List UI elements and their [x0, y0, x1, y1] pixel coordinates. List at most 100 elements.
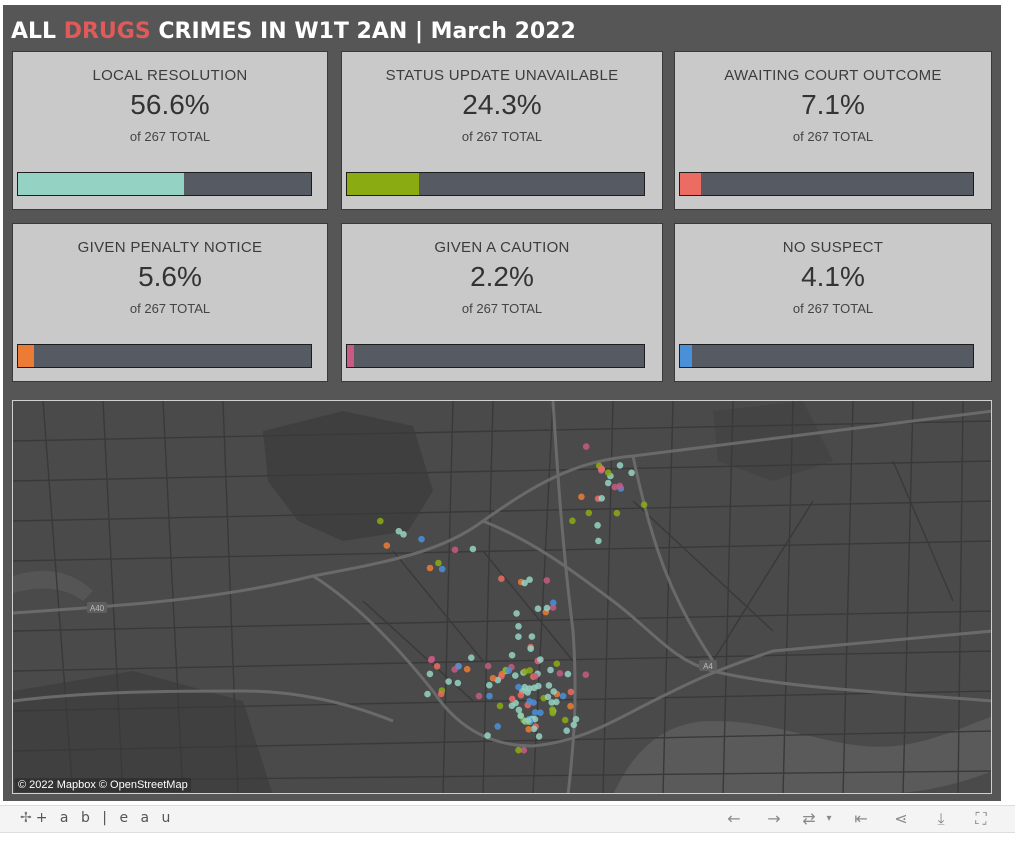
- crime-point[interactable]: [537, 709, 544, 716]
- crime-point[interactable]: [484, 662, 492, 670]
- crime-point[interactable]: [520, 746, 528, 754]
- crime-point[interactable]: [526, 667, 534, 674]
- crime-point[interactable]: [595, 537, 602, 545]
- share-icon[interactable]: ⋖: [894, 809, 908, 828]
- crime-point[interactable]: [605, 469, 612, 476]
- download-icon[interactable]: ⤓: [937, 809, 945, 828]
- crime-point[interactable]: [628, 469, 635, 477]
- crime-point[interactable]: [433, 663, 441, 670]
- crime-point[interactable]: [578, 493, 585, 501]
- crime-point[interactable]: [475, 692, 483, 700]
- crime-point[interactable]: [395, 527, 403, 535]
- reset-icon[interactable]: ⇤: [854, 809, 868, 828]
- crime-point[interactable]: [455, 662, 463, 670]
- crime-point[interactable]: [582, 671, 590, 678]
- crime-point[interactable]: [535, 733, 543, 740]
- crime-point[interactable]: [640, 501, 648, 508]
- crime-point[interactable]: [598, 465, 605, 472]
- crime-point[interactable]: [572, 715, 580, 723]
- crime-point[interactable]: [528, 633, 536, 640]
- crime-point[interactable]: [486, 692, 493, 700]
- crime-point[interactable]: [424, 690, 431, 698]
- redo-icon[interactable]: →: [767, 809, 781, 828]
- crime-point[interactable]: [567, 688, 575, 696]
- crime-point[interactable]: [496, 702, 504, 710]
- crime-point[interactable]: [400, 531, 407, 538]
- crime-point[interactable]: [437, 690, 445, 698]
- crime-point[interactable]: [561, 716, 569, 724]
- kpi-card-given-penalty-notice[interactable]: GIVEN PENALTY NOTICE 5.6% of 267 TOTAL: [12, 223, 328, 382]
- crime-point[interactable]: [517, 691, 525, 699]
- tableau-logo[interactable]: ✢ + a b | e a u: [20, 810, 174, 826]
- crime-point[interactable]: [515, 623, 522, 630]
- crime-point[interactable]: [545, 682, 553, 689]
- crime-point[interactable]: [525, 717, 532, 724]
- crime-point[interactable]: [543, 604, 551, 612]
- crime-point[interactable]: [513, 610, 520, 617]
- crime-point[interactable]: [515, 633, 522, 640]
- undo-icon[interactable]: ←: [727, 809, 741, 828]
- crime-point[interactable]: [549, 706, 556, 713]
- crime-point[interactable]: [570, 721, 578, 729]
- kpi-card-local-resolution[interactable]: LOCAL RESOLUTION 56.6% of 267 TOTAL: [12, 51, 328, 210]
- crime-point[interactable]: [549, 604, 557, 611]
- fullscreen-icon[interactable]: ⛶: [975, 809, 987, 828]
- crime-point[interactable]: [613, 509, 621, 517]
- crime-point[interactable]: [547, 666, 554, 674]
- kpi-card-status-update-unavailable[interactable]: STATUS UPDATE UNAVAILABLE 24.3% of 267 T…: [341, 51, 663, 210]
- crime-point[interactable]: [548, 699, 555, 706]
- kpi-card-awaiting-court-outcome[interactable]: AWAITING COURT OUTCOME 7.1% of 267 TOTAL: [674, 51, 992, 210]
- crime-point[interactable]: [537, 656, 544, 663]
- crime-point[interactable]: [463, 665, 471, 673]
- crime-point[interactable]: [428, 655, 436, 663]
- crime-point[interactable]: [556, 670, 564, 677]
- crime-point[interactable]: [484, 732, 491, 739]
- revert-dropdown-icon[interactable]: ▾: [826, 813, 832, 824]
- crime-point[interactable]: [553, 660, 561, 667]
- crime-point[interactable]: [454, 679, 462, 687]
- crime-point[interactable]: [494, 723, 502, 730]
- crime-point[interactable]: [527, 645, 534, 652]
- crime-point[interactable]: [489, 674, 497, 682]
- crime-point[interactable]: [585, 509, 593, 517]
- crime-point[interactable]: [426, 564, 434, 572]
- crime-point[interactable]: [468, 654, 475, 661]
- crime-point[interactable]: [526, 685, 533, 692]
- crime-point[interactable]: [426, 670, 434, 678]
- crime-point[interactable]: [534, 605, 542, 612]
- crime-point[interactable]: [469, 545, 477, 553]
- crime-point[interactable]: [559, 692, 567, 700]
- crime-map[interactable]: A40 A4 © 2022 Mapbox © OpenStreetMap: [12, 400, 992, 794]
- crime-point[interactable]: [569, 517, 576, 525]
- crime-point[interactable]: [616, 462, 624, 469]
- crime-point[interactable]: [508, 651, 516, 659]
- crime-point[interactable]: [383, 542, 391, 549]
- crime-point[interactable]: [550, 599, 557, 607]
- kpi-card-no-suspect[interactable]: NO SUSPECT 4.1% of 267 TOTAL: [674, 223, 992, 382]
- crime-point[interactable]: [438, 565, 446, 573]
- crime-point[interactable]: [544, 693, 552, 701]
- crime-point[interactable]: [532, 672, 539, 680]
- crime-point[interactable]: [530, 725, 538, 733]
- crime-point[interactable]: [526, 698, 533, 705]
- crime-point[interactable]: [508, 695, 516, 703]
- crime-point[interactable]: [418, 535, 425, 543]
- crime-point[interactable]: [616, 482, 624, 490]
- map-canvas[interactable]: A40 A4: [13, 401, 992, 794]
- crime-point[interactable]: [377, 517, 384, 525]
- crime-point[interactable]: [486, 681, 493, 689]
- crime-point[interactable]: [498, 575, 505, 582]
- crime-point[interactable]: [435, 559, 442, 567]
- crime-point[interactable]: [550, 688, 557, 695]
- crime-point[interactable]: [515, 683, 522, 691]
- crime-point[interactable]: [505, 667, 513, 674]
- crime-point[interactable]: [531, 709, 539, 716]
- crime-point[interactable]: [515, 706, 523, 714]
- crime-point[interactable]: [526, 576, 533, 583]
- crime-points[interactable]: [377, 443, 648, 754]
- crime-point[interactable]: [525, 726, 532, 733]
- crime-point[interactable]: [508, 702, 516, 709]
- crime-point[interactable]: [451, 546, 459, 554]
- crime-point[interactable]: [563, 727, 570, 734]
- crime-point[interactable]: [535, 682, 542, 690]
